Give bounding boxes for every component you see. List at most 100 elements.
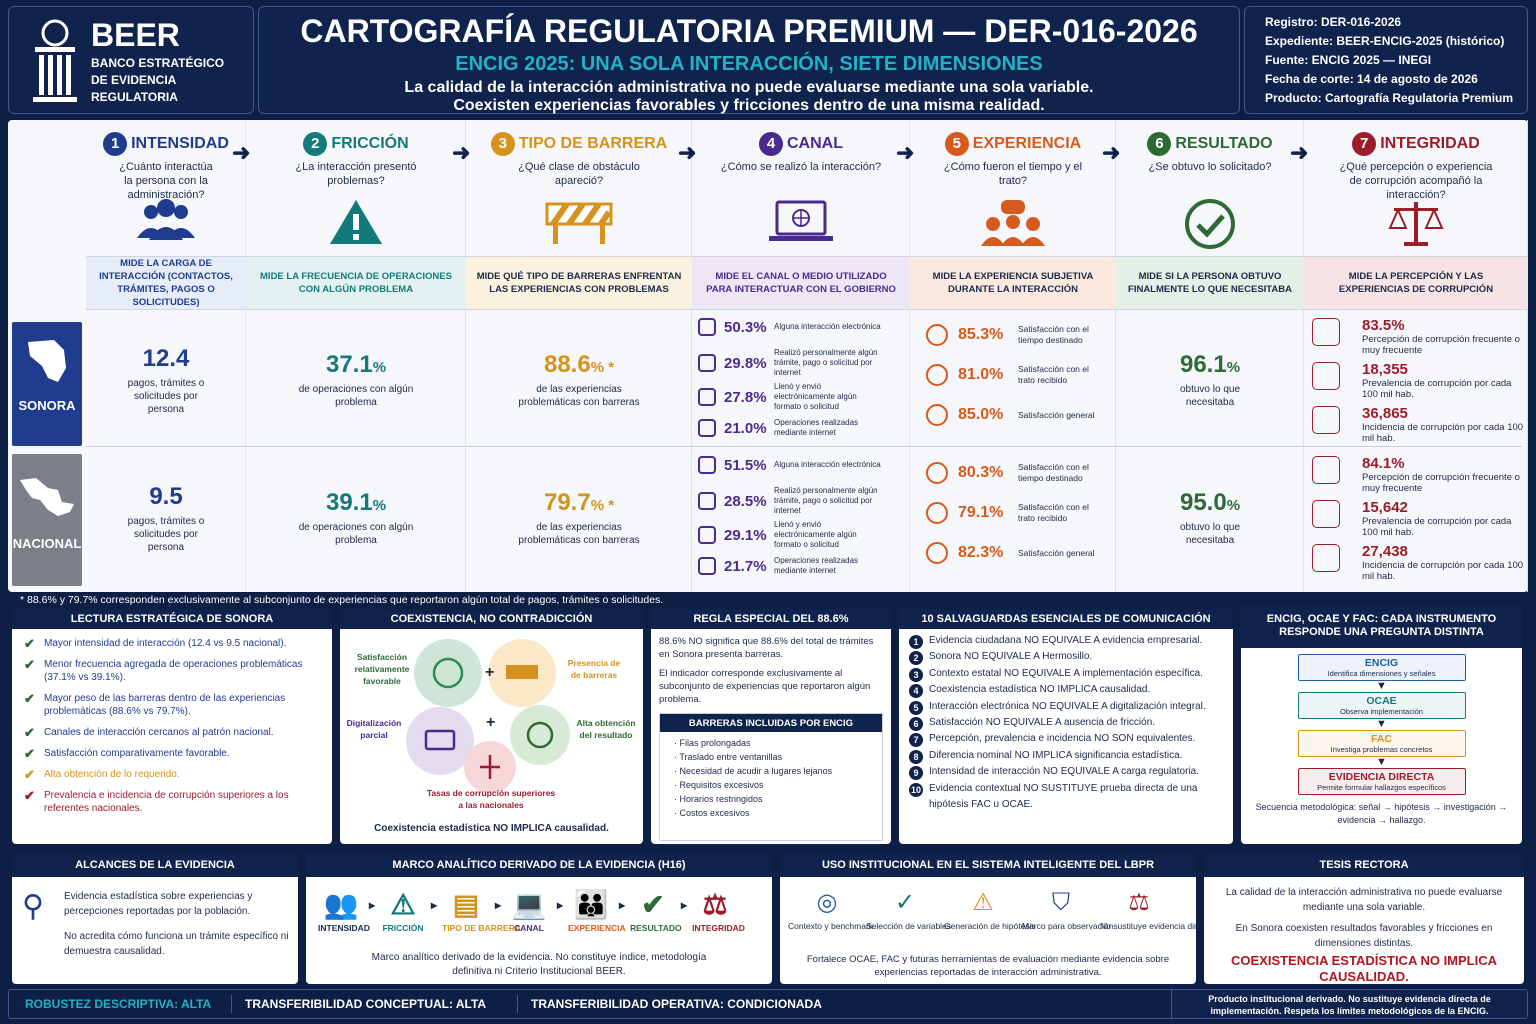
nacional-resultado: 95.0% obtuvo lo que necesitaba: [1116, 456, 1304, 580]
arrow-right-icon: ➜: [232, 140, 251, 165]
canal-value: 51.5%: [724, 456, 767, 474]
page-title: CARTOGRAFÍA REGULATORIA PREMIUM — DER-01…: [300, 13, 1198, 49]
dimension-title: EXPERIENCIA: [972, 135, 1082, 152]
sonora-friccion-unit: %: [372, 359, 387, 376]
coex-label-digitalizacion: Digitalización parcial: [346, 718, 402, 740]
channel-icon: [698, 456, 716, 474]
experiencia-label: Satisfacción general: [1018, 409, 1095, 420]
canal-label: Realizó personalmente algún trámite, pag…: [774, 486, 878, 515]
dimension-band: MIDE LA CARGA DE INTERACCIÓN (CONTACTOS,…: [86, 256, 246, 310]
arrow-right-icon: ▸: [494, 898, 502, 912]
warning-icon: ⚠: [390, 889, 416, 920]
lectura-item: ✔ Satisfacción comparativamente favorable…: [24, 746, 230, 761]
lectura-item: ✔ Prevalencia e incidencia de corrupción …: [24, 788, 289, 814]
marco-item: ⚠ FRICCIÓN: [380, 887, 426, 933]
arrow-down-icon: ▼: [1376, 718, 1387, 730]
nacional-intensidad: 9.5 pagos, trámites o solicitudes por per…: [86, 456, 246, 580]
sonora-barrera-caption: de las experiencias problemáticas con ba…: [518, 384, 640, 408]
dimension-number: 7: [1352, 132, 1377, 156]
salvaguarda-item: 4 Coexistencia estadística NO IMPLICA cau…: [907, 682, 1225, 699]
integridad-row: 18,355 Prevalencia de corrupción por cada…: [1312, 362, 1528, 400]
sonora-resultado: 96.1% obtuvo lo que necesitaba: [1116, 318, 1304, 442]
instrumentos-title: ENCIG, OCAE Y FAC: CADA INSTRUMENTO RESP…: [1241, 604, 1522, 648]
uso-item: ✓ Selección de variables: [866, 885, 951, 931]
integridad-value: 83.5%: [1362, 317, 1405, 334]
instrumentos-panel: ENCIG, OCAE Y FAC: CADA INSTRUMENTO RESP…: [1241, 604, 1522, 844]
arrow-right-icon: ➜: [1290, 140, 1309, 165]
dimension-band: MIDE SI LA PERSONA OBTUVO FINALMENTE LO …: [1116, 256, 1304, 310]
salvaguarda-item: 3 Contexto estatal NO EQUIVALE A implemen…: [907, 666, 1225, 682]
integridad-value: 36,865: [1362, 405, 1408, 422]
dimension-header: 5 EXPERIENCIA ¿Cómo fueron el tiempo y el …: [910, 120, 1116, 256]
canal-row: 21.0% Operaciones realizadas mediante int…: [698, 418, 884, 438]
dimension-question: ¿La interacción presentó problemas?: [295, 161, 417, 187]
warning-icon: [246, 198, 466, 251]
instrument-box: FAC Investiga problemas concretos: [1297, 730, 1466, 757]
lead-line-2: Coexisten experiencias favorables y fric…: [453, 97, 1045, 114]
marco-title: MARCO ANALÍTICO DERIVADO DE LA EVIDENCIA…: [306, 853, 772, 877]
canal-row: 29.1% Llenó y envió electrónicamente algú…: [698, 520, 884, 550]
sonora-barrera-value: 88.6: [543, 351, 591, 378]
experiencia-row: 80.3% Satisfacción con el tiempo destinad…: [926, 462, 1108, 484]
logo-sub-3: REGULATORIA: [91, 90, 178, 104]
scales-icon: [1304, 198, 1528, 253]
canal-row: 29.8% Realizó personalmente algún trámite…: [698, 348, 884, 378]
dimension-header: 6 RESULTADO ¿Se obtuvo lo solicitado?: [1116, 120, 1304, 256]
face-icon: [926, 502, 948, 524]
nacional-friccion-caption: de operaciones con algún problema: [298, 522, 414, 546]
salvaguarda-number: 2: [909, 651, 923, 666]
sonora-resultado-unit: %: [1226, 359, 1241, 376]
barrier-item: · Costos excesivos: [674, 808, 750, 818]
uso-panel: USO INSTITUCIONAL EN EL SISTEMA INTELIGE…: [780, 853, 1213, 984]
scales-icon: ⚖: [702, 889, 728, 920]
experiencia-label: Satisfacción con el trato recibido: [1018, 502, 1089, 523]
lectura-panel: LECTURA ESTRATÉGICA DE SONORA ✔ Mayor int…: [12, 609, 332, 844]
dimension-number: 3: [490, 132, 515, 156]
integridad-label: Percepción de corrupción frecuente o muy…: [1362, 472, 1520, 494]
sonora-intensidad-caption: pagos, trámites o solicitudes por person…: [127, 377, 205, 415]
arrow-right-icon: ▸: [618, 898, 626, 912]
footer-operativa: TRANSFERIBILIDAD OPERATIVA: CONDICIONADA: [531, 997, 822, 1011]
canal-row: 21.7% Operaciones realizadas mediante int…: [698, 556, 884, 576]
title-block: CARTOGRAFÍA REGULATORIA PREMIUM — DER-01…: [258, 6, 1240, 114]
check-circle-icon: ✔: [641, 889, 665, 920]
instrument-box: OCAE Observa implementación: [1297, 692, 1466, 719]
sonora-intensidad-value: 12.4: [142, 344, 190, 372]
salvaguarda-number: 10: [909, 782, 923, 797]
integridad-row: 36,865 Incidencia de corrupción por cada …: [1312, 406, 1528, 444]
sonora-canal: 50.3% Alguna interacción electrónica 29.8%…: [692, 318, 910, 448]
nacional-resultado-unit: %: [1226, 497, 1241, 514]
dimension-column-2: 2 FRICCIÓN ¿La interacción presentó proble…: [246, 120, 470, 592]
sonora-integridad: 83.5% Percepción de corrupción frecuente …: [1304, 318, 1528, 448]
barrier-item: · Traslado entre ventanillas: [674, 752, 783, 762]
dialog-icon: [910, 198, 1116, 253]
logo-block: BEER BANCO ESTRATÉGICO DE EVIDENCIA REGU…: [8, 6, 254, 114]
alcances-p2: No acredita cómo funciona un trámite esp…: [64, 931, 289, 957]
marco-note: Marco analítico derivado de la evidencia…: [371, 952, 707, 977]
sonora-friccion-value: 37.1: [325, 351, 373, 378]
uso-item: ⚖ No sustituye evidencia directa: [1100, 885, 1213, 931]
salvaguardas-title: 10 SALVAGUARDAS ESENCIALES DE COMUNICACI…: [899, 609, 1233, 629]
experiencia-row: 81.0% Satisfacción con el trato recibido: [926, 364, 1108, 386]
experiencia-value: 79.1%: [958, 504, 1004, 521]
shield-icon: ⛉: [1052, 889, 1070, 916]
coexistencia-panel: COEXISTENCIA, NO CONTRADICCIÓN + + Satis…: [340, 609, 643, 844]
canal-row: 51.5% Alguna interacción electrónica: [698, 456, 884, 474]
row-nacional-label: NACIONAL: [12, 536, 82, 551]
dimension-number: 6: [1147, 132, 1172, 156]
experiencia-value: 85.3%: [958, 326, 1004, 343]
row-sonora: SONORA: [12, 322, 82, 446]
nacional-experiencia: 80.3% Satisfacción con el tiempo destinad…: [910, 456, 1116, 586]
checkmark-icon: ✔: [24, 691, 35, 706]
check-circle-icon: [1116, 198, 1304, 255]
barrier-item: · Filas prolongadas: [674, 738, 751, 748]
footer-conceptual: TRANSFERIBILIDAD CONCEPTUAL: ALTA: [245, 997, 487, 1011]
integridad-value: 18,355: [1362, 361, 1408, 378]
salvaguarda-item: 2 Sonora NO EQUIVALE A Hermosillo.: [907, 649, 1225, 666]
nacional-resultado-caption: obtuvo lo que necesitaba: [1179, 522, 1241, 546]
dimensions-grid: SONORA NACIONAL 1 INTENSIDAD ¿Cuánto inter…: [8, 120, 1528, 592]
nacional-barrera-value: 79.7: [543, 489, 591, 516]
coexistencia-venn: + +: [406, 639, 570, 793]
lectura-item: ✔ Alta obtención de lo requerido.: [24, 767, 180, 782]
checkmark-icon: ✔: [24, 657, 35, 672]
